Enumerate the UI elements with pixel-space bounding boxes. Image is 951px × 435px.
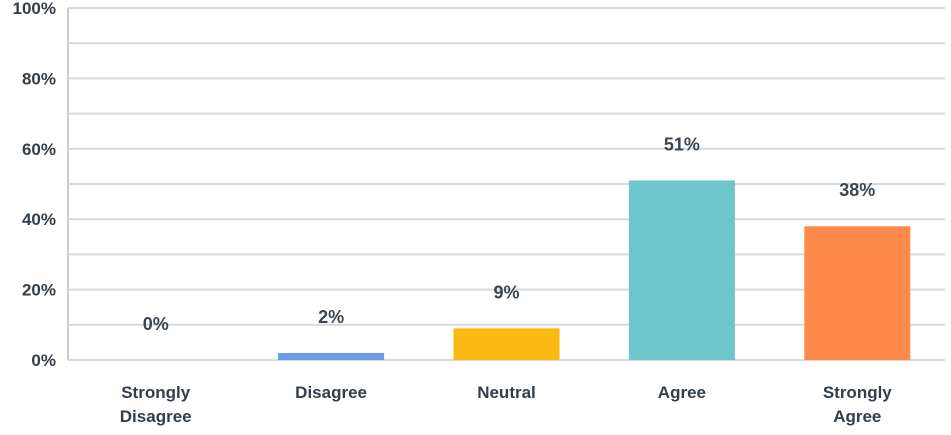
grid-layer (67, 7, 945, 361)
y-tick-label: 60% (22, 140, 56, 159)
x-tick-label: Strongly Agree (823, 383, 892, 426)
x-tick-label: Disagree (295, 383, 367, 402)
bar (628, 180, 735, 360)
y-axis-ticks: 0% 20% 40% 60% 80% 100% (13, 0, 56, 370)
y-tick-label: 80% (22, 69, 56, 88)
bar-layer (278, 180, 911, 360)
y-tick-label: 20% (22, 281, 56, 300)
x-axis-ticks: Strongly Disagree Disagree Neutral Agree Stro… (120, 383, 893, 426)
data-label: 0% (143, 314, 169, 334)
bar (804, 226, 911, 360)
x-tick-label: Strongly Disagree (120, 383, 192, 426)
data-label: 2% (318, 307, 344, 327)
data-label: 51% (664, 134, 700, 154)
x-tick-label: Agree (658, 383, 706, 402)
data-label: 38% (839, 180, 875, 200)
y-tick-label: 0% (31, 351, 56, 370)
data-label-layer: 0% 2% 9% 51% 38% (143, 134, 876, 334)
x-tick-label: Neutral (477, 383, 536, 402)
bar (278, 352, 385, 360)
bar (453, 328, 560, 360)
data-label: 9% (493, 282, 519, 302)
y-tick-label: 40% (22, 210, 56, 229)
y-tick-label: 100% (13, 0, 56, 18)
